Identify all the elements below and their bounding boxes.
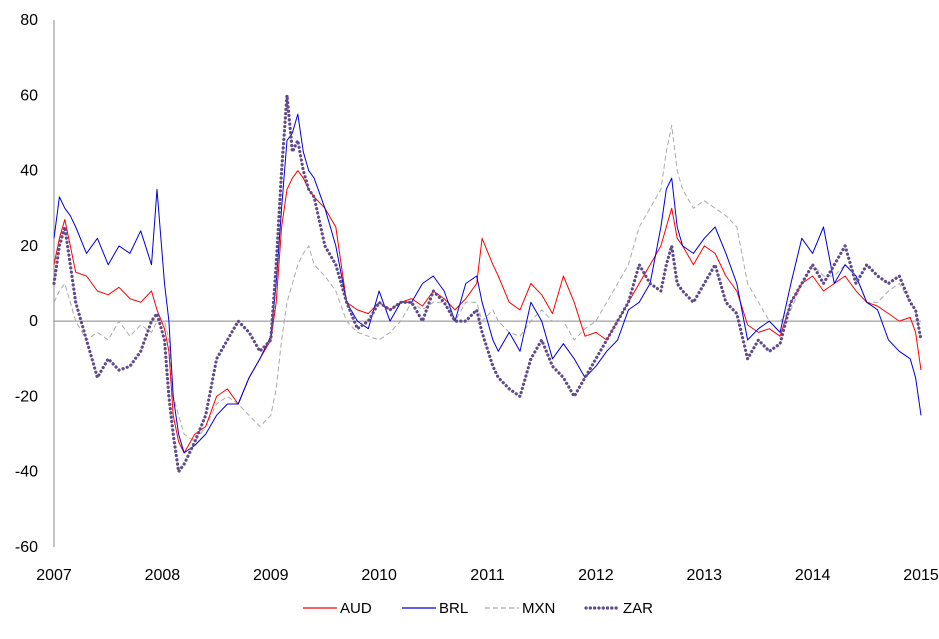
- legend: AUD BRL MXN ZAR: [303, 600, 653, 617]
- series-line-brl: [53, 113, 922, 454]
- x-tick-labels: 2007 2008 2009 2010 2011 2012 2013 2014 2015: [36, 567, 939, 584]
- y-tick-label: 40: [20, 163, 38, 180]
- x-tick-label: 2015: [903, 567, 939, 584]
- y-tick-labels: -60 -40 -20 0 20 40 60 80: [15, 12, 38, 556]
- x-tick-label: 2012: [578, 567, 614, 584]
- y-tick-label: 0: [29, 313, 38, 330]
- legend-label-zar: ZAR: [623, 600, 653, 617]
- y-axis: -60 -40 -20 0 20 40 60 80: [15, 12, 55, 556]
- legend-label-aud: AUD: [340, 600, 372, 617]
- y-tick-label: -60: [15, 539, 38, 556]
- x-tick-label: 2007: [36, 567, 72, 584]
- y-tick-label: -40: [15, 464, 38, 481]
- series-line-zar: [52, 93, 923, 474]
- y-tick-label: -20: [15, 388, 38, 405]
- series-line-mxn: [53, 124, 922, 443]
- x-tick-label: 2014: [795, 567, 831, 584]
- y-tick-label: 20: [20, 238, 38, 255]
- x-tick-label: 2011: [470, 567, 505, 584]
- x-tick-label: 2009: [253, 567, 289, 584]
- legend-label-mxn: MXN: [522, 600, 555, 617]
- y-tick-label: 60: [20, 87, 38, 104]
- x-tick-label: 2013: [686, 567, 722, 584]
- series-layer: [52, 93, 923, 474]
- x-tick-label: 2010: [361, 567, 397, 584]
- x-tick-label: 2008: [145, 567, 181, 584]
- y-tick-label: 80: [20, 12, 38, 29]
- series-line-aud: [53, 170, 922, 454]
- legend-label-brl: BRL: [439, 600, 468, 617]
